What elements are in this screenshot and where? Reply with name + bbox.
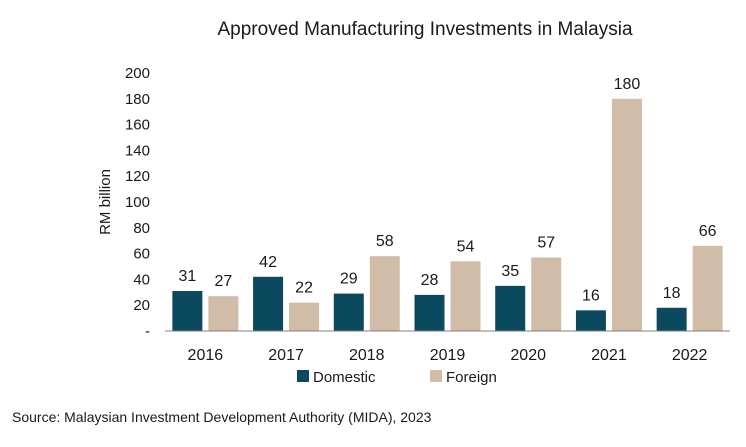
source-note: Source: Malaysian Investment Development… — [12, 409, 432, 425]
chart-title: Approved Manufacturing Investments in Ma… — [217, 19, 632, 40]
data-label-foreign-2017: 22 — [295, 280, 313, 297]
x-tick-label-2020: 2020 — [510, 347, 546, 364]
data-label-foreign-2016: 27 — [214, 273, 232, 290]
y-axis-ticks: - 20 40 60 80 100 120 140 160 180 200 — [125, 65, 150, 340]
bar-domestic-2021 — [575, 310, 606, 331]
data-label-foreign-2021: 180 — [614, 76, 641, 93]
x-tick-label-2016: 2016 — [188, 347, 224, 364]
x-tick-label-2018: 2018 — [349, 347, 385, 364]
y-tick-label-80: 80 — [133, 220, 150, 237]
legend: Domestic Foreign — [297, 369, 497, 386]
bar-foreign-2016 — [208, 296, 239, 331]
y-tick-label-180: 180 — [125, 91, 150, 108]
legend-label-domestic: Domestic — [313, 369, 376, 386]
y-tick-label--: - — [145, 323, 150, 340]
y-tick-label-60: 60 — [133, 246, 150, 263]
data-label-foreign-2022: 66 — [699, 223, 717, 240]
x-axis-ticks: 2016 2017 2018 2019 2020 2021 2022 — [188, 347, 708, 364]
data-label-domestic-2018: 29 — [340, 271, 358, 288]
bar-domestic-2019 — [414, 294, 445, 331]
data-label-domestic-2019: 28 — [421, 272, 439, 289]
bar-foreign-2019 — [450, 261, 481, 331]
data-label-foreign-2019: 54 — [457, 238, 475, 255]
bar-foreign-2021 — [611, 98, 642, 331]
legend-swatch-domestic — [297, 370, 309, 382]
y-tick-label-100: 100 — [125, 194, 150, 211]
bar-domestic-2020 — [495, 285, 526, 331]
legend-label-foreign: Foreign — [446, 369, 497, 386]
bar-foreign-2020 — [531, 257, 562, 331]
y-tick-label-20: 20 — [133, 297, 150, 314]
data-label-domestic-2021: 16 — [582, 287, 600, 304]
data-label-foreign-2018: 58 — [376, 233, 394, 250]
data-labels-group: 31 27 42 22 29 58 28 54 35 57 16 180 18 66 — [178, 76, 716, 305]
data-label-domestic-2016: 31 — [178, 268, 196, 285]
bar-foreign-2022 — [692, 245, 723, 331]
bar-domestic-2017 — [253, 276, 284, 331]
bar-foreign-2018 — [369, 256, 400, 331]
bar-domestic-2022 — [656, 307, 687, 331]
y-tick-label-120: 120 — [125, 168, 150, 185]
y-tick-label-160: 160 — [125, 117, 150, 134]
y-tick-label-140: 140 — [125, 142, 150, 159]
x-tick-label-2021: 2021 — [591, 347, 627, 364]
bars-group — [172, 98, 723, 331]
data-label-domestic-2017: 42 — [259, 254, 277, 271]
y-tick-label-200: 200 — [125, 65, 150, 82]
y-axis-label: RM billion — [97, 169, 114, 235]
x-tick-label-2017: 2017 — [268, 347, 304, 364]
data-label-domestic-2022: 18 — [663, 285, 681, 302]
data-label-domestic-2020: 35 — [501, 263, 519, 280]
legend-swatch-foreign — [430, 370, 442, 382]
bar-domestic-2018 — [333, 293, 364, 331]
x-tick-label-2022: 2022 — [672, 347, 708, 364]
data-label-foreign-2020: 57 — [537, 234, 555, 251]
x-tick-label-2019: 2019 — [430, 347, 466, 364]
bar-domestic-2016 — [172, 291, 203, 331]
bar-foreign-2017 — [289, 302, 320, 331]
y-tick-label-40: 40 — [133, 271, 150, 288]
